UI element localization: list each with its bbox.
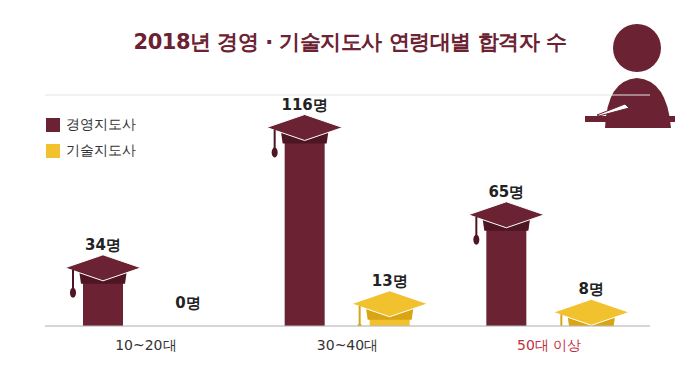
svg-text:13명: 13명: [372, 272, 408, 290]
svg-text:8명: 8명: [579, 280, 604, 298]
svg-text:65명: 65명: [488, 183, 524, 201]
svg-text:116명: 116명: [282, 96, 328, 114]
svg-text:30~40대: 30~40대: [317, 337, 378, 353]
svg-text:34명: 34명: [85, 236, 121, 254]
svg-text:0명: 0명: [175, 294, 200, 312]
html-text:2018년 경영 · 기술지도사 연령대별 합격자 수: 2018년 경영 · 기술지도사 연령대별 합격자 수: [133, 30, 567, 54]
html-text:경영지도사: 경영지도사: [66, 116, 136, 132]
svg-text:10~20대: 10~20대: [115, 337, 176, 353]
svg-text:50대 이상: 50대 이상: [517, 337, 581, 353]
html-text:기술지도사: 기술지도사: [66, 142, 136, 158]
